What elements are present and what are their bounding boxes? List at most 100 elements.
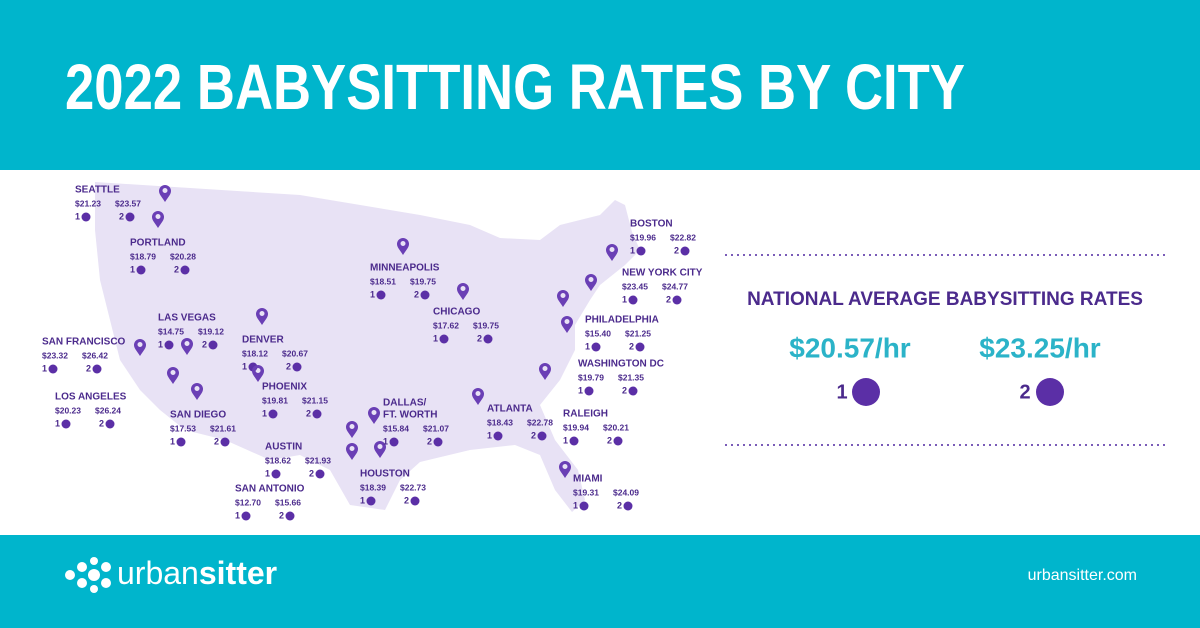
stroller-icon xyxy=(376,290,386,300)
pin xyxy=(557,290,569,307)
kids-count: 1 xyxy=(573,500,578,510)
rate: $21.35 xyxy=(618,372,644,382)
kids-count: 1 xyxy=(487,430,492,440)
kids-count: 2 xyxy=(279,510,284,520)
stroller-icon xyxy=(591,342,601,352)
stroller-icon xyxy=(636,246,646,256)
stroller-icon xyxy=(493,431,503,441)
pin xyxy=(152,211,164,228)
pin xyxy=(167,367,179,384)
rate: $19.81 xyxy=(262,395,288,405)
rate: $23.32 xyxy=(42,350,68,360)
pin xyxy=(397,238,409,255)
kids-count: 1 xyxy=(383,436,388,446)
rate: $21.25 xyxy=(625,328,651,338)
kids-count: 1 xyxy=(262,408,267,418)
kids-count: 1 xyxy=(563,435,568,445)
city-name: MINNEAPOLIS xyxy=(370,263,440,274)
pin xyxy=(181,338,193,355)
stroller-icon xyxy=(672,295,682,305)
kids-count: 2 xyxy=(531,430,536,440)
kids-count: 2 xyxy=(427,436,432,446)
city-name: ATLANTA xyxy=(487,404,533,415)
kids-count: 2 xyxy=(617,500,622,510)
kids-count: 2 xyxy=(414,289,419,299)
rate: $18.43 xyxy=(487,417,513,427)
pin xyxy=(256,308,268,325)
city-name: PHOENIX xyxy=(262,382,307,393)
kids-count: 1 xyxy=(585,341,590,351)
pin xyxy=(561,316,573,333)
pin xyxy=(374,441,386,458)
rate: $19.75 xyxy=(473,320,499,330)
rate: $21.93 xyxy=(305,455,331,465)
stroller-icon xyxy=(635,342,645,352)
kids-count: 1 xyxy=(622,294,627,304)
rate: $14.75 xyxy=(158,326,184,336)
kids-count: 2 xyxy=(86,363,91,373)
rate: $26.42 xyxy=(82,350,108,360)
stroller-icon xyxy=(208,340,218,350)
stroller-icon xyxy=(420,290,430,300)
stroller-icon xyxy=(176,437,186,447)
pin xyxy=(585,274,597,291)
stroller-icon xyxy=(537,431,547,441)
kids-count: 2 xyxy=(666,294,671,304)
kids-count: 2 xyxy=(607,435,612,445)
pin xyxy=(346,421,358,438)
rate: $12.70 xyxy=(235,497,261,507)
pin xyxy=(606,244,618,261)
rate: $22.73 xyxy=(400,482,426,492)
stroller-icon xyxy=(315,469,325,479)
pin xyxy=(539,363,551,380)
header-band xyxy=(0,0,1200,170)
city-name: MIAMI xyxy=(573,474,603,485)
rate: $21.15 xyxy=(302,395,328,405)
stroller-icon xyxy=(680,246,690,256)
url: urbansitter.com xyxy=(1028,567,1137,584)
pin xyxy=(134,339,146,356)
kids-count: 1 xyxy=(630,245,635,255)
pin xyxy=(472,388,484,405)
rate: $15.40 xyxy=(585,328,611,338)
rate: $23.45 xyxy=(622,281,648,291)
kids-count: 2 xyxy=(622,385,627,395)
stroller-icon xyxy=(852,378,880,406)
stroller-icon xyxy=(433,437,443,447)
title: 2022 BABYSITTING RATES BY CITY xyxy=(65,51,965,123)
city-name: HOUSTON xyxy=(360,469,410,480)
rate: $19.79 xyxy=(578,372,604,382)
stroller-icon xyxy=(366,496,376,506)
rate: $18.12 xyxy=(242,348,268,358)
rate: $18.79 xyxy=(130,251,156,261)
rate: $21.23 xyxy=(75,198,101,208)
rate: $20.67 xyxy=(282,348,308,358)
stroller-icon xyxy=(285,511,295,521)
kids-count: 1 xyxy=(242,361,247,371)
city-name: SAN ANTONIO xyxy=(235,484,305,495)
stroller-icon xyxy=(628,295,638,305)
rate: $23.57 xyxy=(115,198,141,208)
kids-count: 1 xyxy=(55,418,60,428)
stroller-icon xyxy=(1036,378,1064,406)
rate: $22.82 xyxy=(670,232,696,242)
stroller-icon xyxy=(439,334,449,344)
stroller-icon xyxy=(271,469,281,479)
rate: $19.75 xyxy=(410,276,436,286)
stroller-icon xyxy=(136,265,146,275)
kids-count: 2 xyxy=(404,495,409,505)
brand: urbansitter xyxy=(117,555,277,591)
stroller-icon xyxy=(569,436,579,446)
city-name: SAN FRANCISCO xyxy=(42,337,126,348)
stroller-icon xyxy=(579,501,589,511)
kids-count: 2 xyxy=(119,211,124,221)
cities: SEATTLE $21.23 $23.57 1 2 PORTLAND $18.79 $20.2… xyxy=(42,185,703,521)
kids-count: 1 xyxy=(370,289,375,299)
footer-band xyxy=(0,535,1200,628)
rate: $17.62 xyxy=(433,320,459,330)
kids-count: 2 xyxy=(99,418,104,428)
rate: $22.78 xyxy=(527,417,553,427)
rate: $20.21 xyxy=(603,422,629,432)
city-name: LOS ANGELES xyxy=(55,392,127,403)
city-name: WASHINGTON DC xyxy=(578,359,664,370)
